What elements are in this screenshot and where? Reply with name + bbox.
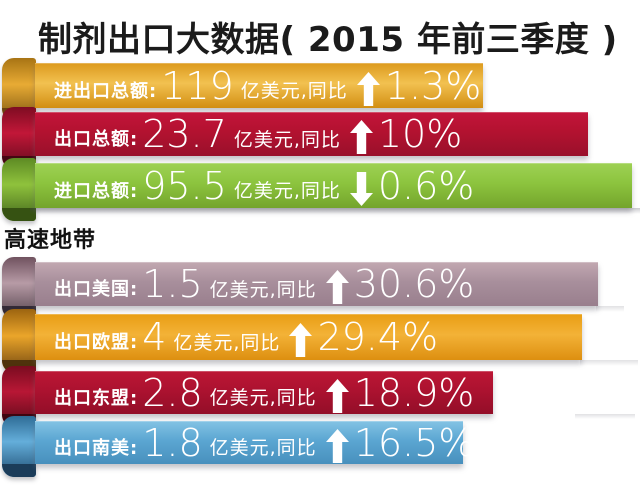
ribbon-unit: 亿美元,同比: [209, 437, 317, 459]
trend-down-icon: [349, 171, 373, 206]
ribbon-value: 23.7: [142, 112, 227, 156]
ribbon-unit: 亿美元,同比: [233, 180, 341, 202]
ribbon-label: 出口总额:: [54, 129, 139, 150]
ribbon-band: 进口总额: 95.5 亿美元,同比 0.6%: [35, 163, 632, 208]
ribbon-percent: 10%: [377, 112, 463, 156]
ribbon-export-southamerica: 出口南美: 1.8 亿美元,同比 16.5%: [0, 416, 640, 477]
ribbon-value: 119: [161, 63, 234, 108]
trend-up-icon: [325, 270, 349, 304]
ribbon-value: 95.5: [142, 163, 227, 208]
ribbon-band: 进出口总额: 119 亿美元,同比 1.3%: [35, 63, 483, 108]
ribbon-value: 1.8: [142, 420, 203, 465]
ribbon-band: 出口东盟: 2.8 亿美元,同比 18.9%: [35, 371, 493, 414]
ribbon-unit: 亿美元,同比: [233, 128, 341, 151]
ribbon-label: 出口欧盟:: [54, 332, 139, 353]
ribbon-shadow-strip: [30, 208, 640, 214]
ribbon-percent: 30.6%: [353, 262, 475, 306]
trend-up-icon: [289, 323, 313, 357]
ribbon-percent: 0.6%: [377, 163, 475, 208]
ribbon-band: 出口南美: 1.8 亿美元,同比 16.5%: [35, 420, 474, 465]
section-label: 高速地带: [4, 228, 97, 253]
ribbon-fold-underside: [2, 208, 36, 221]
ribbon-band: 出口欧盟: 4 亿美元,同比 29.4%: [35, 314, 582, 360]
ribbon-fold-tab: [2, 309, 36, 373]
ribbon-value: 2.8: [142, 370, 203, 415]
trend-up-icon: [325, 428, 349, 463]
ribbon-shadow-extension: [580, 360, 638, 366]
ribbon-unit: 亿美元,同比: [173, 331, 281, 354]
ribbon-band: 出口总额: 23.7 亿美元,同比 10%: [35, 112, 588, 156]
trend-up-icon: [325, 378, 349, 413]
ribbon-shadow-extension: [596, 306, 624, 312]
ribbon-value: 4: [142, 315, 167, 359]
ribbon-label: 出口东盟:: [54, 387, 139, 409]
ribbon-unit: 亿美元,同比: [240, 80, 348, 102]
ribbon-export-asean: 出口东盟: 2.8 亿美元,同比 18.9%: [0, 366, 640, 427]
page-title: 制剂出口大数据( 2015 年前三季度 ): [38, 20, 618, 60]
ribbon-percent: 29.4%: [317, 315, 439, 359]
ribbon-percent: 16.5%: [353, 420, 475, 465]
ribbon-band: 出口美国: 1.5 亿美元,同比 30.6%: [35, 262, 598, 306]
ribbon-label: 进口总额:: [54, 180, 139, 202]
ribbon-label: 出口南美:: [54, 437, 139, 459]
ribbon-unit: 亿美元,同比: [209, 278, 317, 301]
ribbon-value: 1.5: [142, 262, 203, 306]
ribbon-fold-tab: [2, 158, 36, 221]
ribbon-export-eu: 出口欧盟: 4 亿美元,同比 29.4%: [0, 309, 640, 373]
ribbon-label: 进出口总额:: [54, 80, 158, 102]
ribbon-import-total: 进口总额: 95.5 亿美元,同比 0.6%: [0, 158, 640, 221]
ribbon-unit: 亿美元,同比: [209, 387, 317, 409]
ribbon-fold-underside: [2, 464, 36, 477]
ribbon-fold-tab: [2, 416, 36, 477]
ribbon-export-usa: 出口美国: 1.5 亿美元,同比 30.6%: [0, 257, 640, 319]
trend-up-icon: [356, 71, 380, 106]
ribbon-import-export-total: 进出口总额: 119 亿美元,同比 1.3%: [0, 58, 640, 121]
ribbon-shadow-extension: [575, 414, 635, 419]
ribbon-label: 出口美国:: [54, 279, 139, 300]
ribbon-export-total: 出口总额: 23.7 亿美元,同比 10%: [0, 107, 640, 169]
ribbon-percent: 18.9%: [353, 370, 475, 415]
trend-up-icon: [349, 120, 373, 154]
ribbon-percent: 1.3%: [384, 63, 482, 108]
